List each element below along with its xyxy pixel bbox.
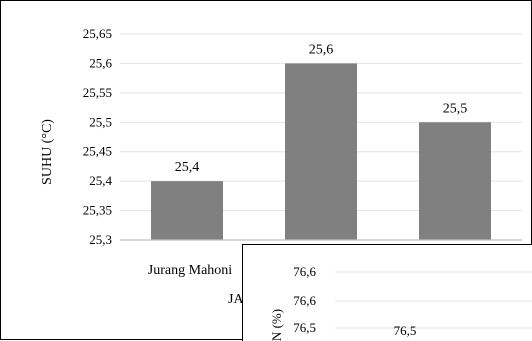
bars (151, 63, 491, 240)
y-tick-label: 25,4 (89, 173, 112, 188)
inset-gridlines (335, 271, 532, 329)
y-tick-label: 25,5 (89, 114, 112, 129)
inset-y-tick-labels: 76,6 76,6 76,5 (293, 264, 316, 335)
inset-y-tick-label: 76,6 (293, 264, 316, 279)
x-category-label: Jurang Mahoni (148, 263, 232, 278)
y-tick-label: 25,6 (89, 55, 112, 70)
inset-y-tick-label: 76,5 (293, 320, 316, 335)
value-label: 25,4 (175, 160, 200, 175)
humidity-chart-overlay: N (%) 76,6 76,6 76,5 76,5 (242, 244, 532, 341)
humidity-bar-chart: N (%) 76,6 76,6 76,5 76,5 (269, 264, 532, 341)
y-tick-label: 25,45 (83, 144, 112, 159)
y-axis-label: SUHU (°C) (40, 119, 55, 185)
x-axis-label: JA (228, 292, 244, 307)
bar (151, 181, 223, 240)
y-tick-label: 25,3 (89, 232, 112, 247)
bar (285, 63, 357, 240)
value-label: 25,6 (309, 42, 334, 57)
inset-value-label: 76,5 (394, 323, 417, 338)
value-labels: 25,4 25,6 25,5 (175, 42, 468, 175)
inset-y-tick-label: 76,6 (293, 293, 316, 308)
value-label: 25,5 (443, 101, 468, 116)
bar (419, 122, 491, 240)
y-tick-label: 25,65 (83, 26, 112, 41)
y-tick-labels: 25,3 25,35 25,4 25,45 25,5 25,55 25,6 25,65 (83, 26, 113, 247)
y-tick-label: 25,55 (83, 85, 112, 100)
y-tick-label: 25,35 (83, 203, 112, 218)
inset-y-axis-label: N (%) (269, 309, 284, 341)
